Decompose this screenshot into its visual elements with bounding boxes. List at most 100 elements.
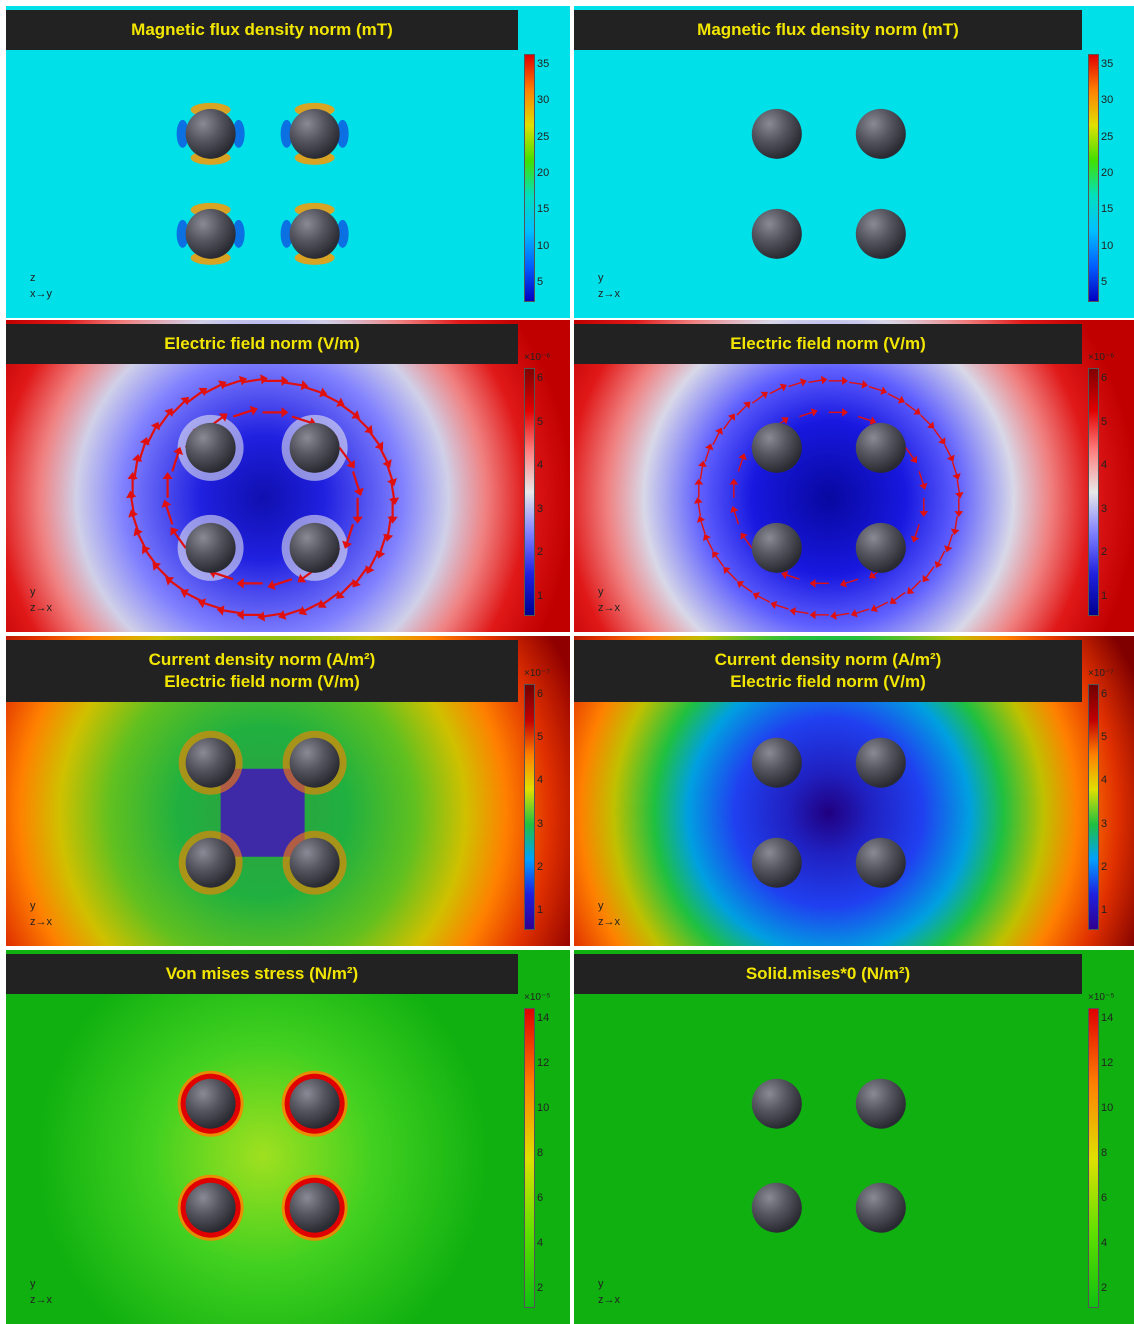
particle-2 [289,422,340,473]
panel-title-line: Von mises stress (N/m²) [165,964,359,983]
colorbar-tick-label: 12 [1101,1057,1114,1069]
axis-up-label: y [598,586,604,598]
colorbar-tick-label: 6 [537,372,544,384]
particle-2 [855,422,906,473]
colorbar-tick-label: 4 [1101,774,1108,787]
field-plot [574,950,1134,1324]
colorbar-exponent: ×10⁻⁷ [524,668,550,679]
colorbar-tick-label: 2 [1101,1282,1108,1294]
axis-right-label: z→x [30,916,52,928]
particle-4 [855,522,906,573]
colorbar-tick-label: 14 [537,1012,550,1024]
axis-right-label: z→x [30,1294,52,1306]
colorbar-tick-label: 1 [1101,590,1108,602]
colorbar-tick-label: 4 [1101,459,1108,472]
panel-r2c2: Electric field norm (V/m) ×10⁻⁶ 6 5 4 3 2 1 y z→x [574,320,1134,632]
colorbar-exponent: ×10⁻⁶ [1088,352,1115,363]
axis-up-label: z [30,272,36,284]
colorbar-tick-label: 6 [1101,372,1108,384]
colorbar [1088,684,1099,930]
panel-title-line: Electric field norm (V/m) [164,334,360,353]
colorbar-tick-label: 12 [537,1057,550,1069]
field-plot [574,6,1134,318]
panel-r1c2: Magnetic flux density norm (mT) 35 30 25 20 1… [574,6,1134,318]
colorbar-tick-label: 8 [537,1147,544,1159]
colorbar [1088,54,1099,302]
colorbar-tick-label: 15 [1101,203,1114,216]
colorbar-tick-label: 2 [1101,860,1108,873]
colorbar-tick-label: 5 [537,276,544,288]
panel-title-line: Magnetic flux density norm (mT) [697,20,959,39]
particle-4 [289,837,340,888]
colorbar-exponent: ×10⁻⁵ [524,992,551,1003]
panel-r3c1: Current density norm (A/m²) Electric fiel… [6,636,570,946]
field-arrows [126,374,400,622]
panel-r2c1: Electric field norm (V/m) ×10⁻⁶ 6 5 4 3 2 1 y z→x [6,320,570,632]
colorbar-tick-label: 4 [1101,1237,1108,1249]
particle-1 [185,108,236,159]
colorbar [1088,1008,1099,1308]
particle-4 [855,837,906,888]
colorbar-tick-label: 5 [537,415,544,428]
particle-2 [289,108,340,159]
colorbar-tick-label: 6 [537,688,544,700]
axis-right-label: z→x [598,1294,620,1306]
colorbar-tick-label: 15 [537,203,550,216]
colorbar-tick-label: 20 [537,167,550,179]
colorbar-tick-label: 6 [1101,1192,1108,1204]
field-plot [6,950,570,1324]
panel-title-line: Electric field norm (V/m) [164,672,360,691]
particle-4 [855,1182,906,1233]
particle-1 [751,108,802,159]
panel-r4c2: Solid.mises*0 (N/m²) ×10⁻⁵ 14 12 10 8 6 4 2 y z→x [574,950,1134,1324]
panel-title: Von mises stress (N/m²) [6,954,518,994]
particle-2 [289,737,340,788]
colorbar [524,1008,535,1308]
particle-1 [751,422,802,473]
field-plot [6,6,570,318]
colorbar-tick-label: 25 [537,130,550,143]
colorbar-tick-label: 1 [537,904,544,916]
panel-title-line: Electric field norm (V/m) [730,672,926,691]
axis-up-label: y [598,272,604,284]
particle-4 [289,208,340,259]
particle-2 [855,108,906,159]
panel-title: Current density norm (A/m²) Electric fiel… [574,640,1082,702]
colorbar-exponent: ×10⁻⁷ [1088,668,1114,679]
axis-right-label: z→x [30,602,52,614]
colorbar-tick-label: 10 [537,1102,550,1114]
colorbar-tick-label: 3 [1101,502,1108,515]
particle-1 [185,737,236,788]
particle-3 [185,1182,236,1233]
particle-4 [855,208,906,259]
colorbar-exponent: ×10⁻⁵ [1088,992,1115,1003]
particle-3 [751,837,802,888]
colorbar-tick-label: 1 [537,590,544,602]
colorbar-tick-label: 10 [1101,1102,1114,1114]
colorbar [524,684,535,930]
panel-title: Magnetic flux density norm (mT) [574,10,1082,50]
colorbar-tick-label: 2 [537,860,544,873]
colorbar-tick-label: 6 [1101,688,1108,700]
particle-4 [289,1182,340,1233]
particle-3 [185,208,236,259]
colorbar-tick-label: 6 [537,1192,544,1204]
axis-right-label: x→y [30,288,52,300]
colorbar-tick-label: 4 [537,774,544,787]
particle-3 [751,1182,802,1233]
particle-3 [751,522,802,573]
axis-right-label: z→x [598,916,620,928]
axis-up-label: y [598,1278,604,1290]
panel-title: Electric field norm (V/m) [574,324,1082,364]
particle-2 [289,1078,340,1129]
colorbar-tick-label: 8 [1101,1147,1108,1159]
colorbar-tick-label: 2 [537,1282,544,1294]
particle-4 [289,522,340,573]
axis-up-label: y [598,900,604,912]
panel-r3c2: Current density norm (A/m²) Electric fiel… [574,636,1134,946]
colorbar-tick-label: 2 [1101,546,1108,559]
panel-title: Solid.mises*0 (N/m²) [574,954,1082,994]
panel-r4c1: Von mises stress (N/m²) ×10⁻⁵ 14 12 10 8 6 4 2 y z… [6,950,570,1324]
colorbar-tick-label: 20 [1101,167,1114,179]
